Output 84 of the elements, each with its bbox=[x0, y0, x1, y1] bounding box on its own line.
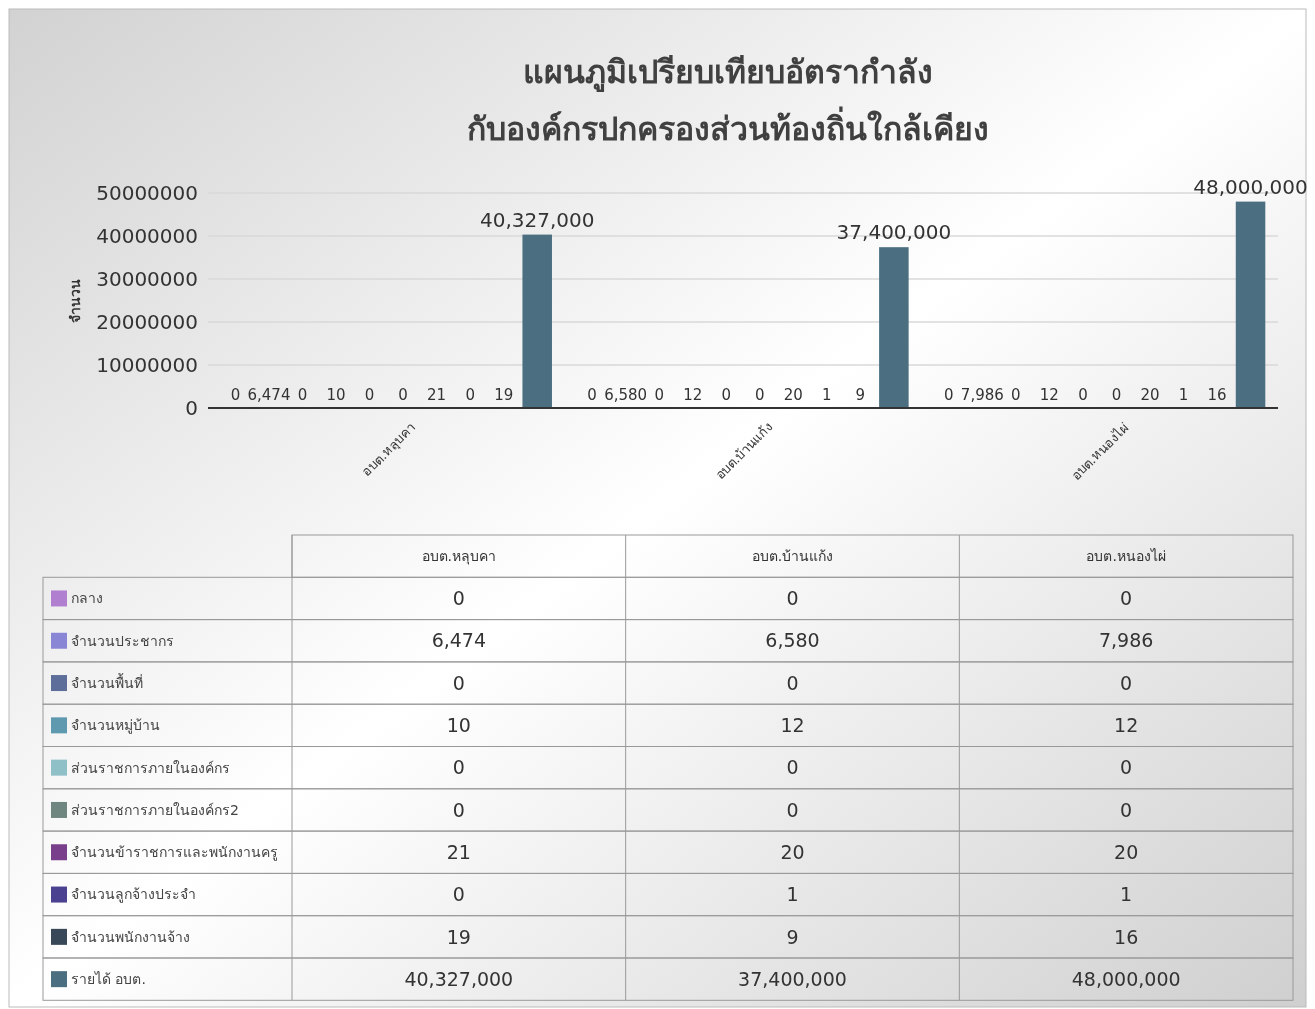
legend-label: รายได้ อบต. bbox=[71, 971, 146, 988]
text: 10 bbox=[326, 386, 346, 404]
y-axis-title: จำนวน bbox=[67, 278, 83, 323]
bar bbox=[879, 247, 909, 408]
chart-title: แผนภูมิเปรียบเทียบอัตรากำลัง กับองค์กรปกครองส่วนท้องถิ่นใกล้เคียง bbox=[467, 53, 989, 148]
text: 0 bbox=[297, 386, 308, 404]
bar bbox=[1235, 201, 1266, 408]
data-label: 0 bbox=[786, 798, 799, 821]
data-label: 20 bbox=[1114, 840, 1139, 863]
legend-label: ส่วนราชการภายในองค์กร2 bbox=[71, 801, 239, 818]
y-tick-label: 50000000 bbox=[96, 181, 198, 205]
text: 12 bbox=[1039, 386, 1059, 404]
text: 0 bbox=[398, 386, 408, 404]
text: 1 bbox=[822, 386, 832, 404]
data-label: 12 bbox=[780, 714, 805, 736]
text: 21 bbox=[427, 386, 447, 404]
data-label: 9 bbox=[786, 925, 799, 948]
data-label: 0 bbox=[1120, 671, 1133, 694]
data-label: 6,474 bbox=[431, 629, 487, 652]
text: 48,000,000 bbox=[1193, 174, 1308, 199]
data-label: 0 bbox=[786, 756, 799, 779]
data-label: 0 bbox=[1120, 798, 1133, 821]
text: 37,400,000 bbox=[836, 220, 952, 245]
text: 0 bbox=[364, 386, 375, 404]
y-tick-label: 20000000 bbox=[96, 310, 198, 334]
data-label: 12 bbox=[1114, 714, 1139, 736]
y-tick-label: 30000000 bbox=[96, 267, 198, 291]
legend-label: ส่วนราชการภายในองค์กร bbox=[71, 759, 230, 776]
y-tick-label: 40000000 bbox=[96, 224, 198, 248]
data-label: 0 bbox=[1120, 587, 1133, 610]
text: 0 bbox=[1011, 386, 1021, 404]
text: 0 bbox=[465, 386, 475, 404]
data-label: 0 bbox=[786, 587, 799, 610]
legend-label: กลาง bbox=[71, 590, 103, 607]
data-label: 10 bbox=[446, 714, 471, 736]
data-label: 1 bbox=[786, 883, 799, 906]
category-label: อบต.บ้านแก้ง bbox=[751, 548, 834, 565]
data-label: 20 bbox=[780, 840, 805, 863]
y-tick-label: 10000000 bbox=[96, 353, 198, 377]
text: 6,474 bbox=[247, 385, 291, 404]
bar bbox=[522, 234, 552, 408]
data-label: 0 bbox=[1120, 756, 1133, 779]
text: 0 bbox=[1111, 386, 1122, 404]
data-label: 0 bbox=[452, 587, 465, 610]
y-tick-label: 0 bbox=[185, 396, 198, 420]
text: 0 bbox=[721, 386, 732, 404]
legend-label: จำนวนประชากร bbox=[71, 632, 174, 649]
text: 0 bbox=[944, 386, 954, 404]
data-label: 1 bbox=[1120, 883, 1133, 906]
text: 20 bbox=[1140, 386, 1160, 404]
legend-label: จำนวนพื้นที่ bbox=[71, 672, 143, 691]
data-label: 7,986 bbox=[1098, 629, 1154, 652]
data-label: 6,580 bbox=[765, 629, 820, 652]
text: 12 bbox=[683, 386, 703, 404]
text: 19 bbox=[494, 386, 514, 404]
text: 6,580 bbox=[604, 385, 648, 404]
data-label: 0 bbox=[452, 756, 465, 779]
legend-label: จำนวนข้าราชการและพนักงานครู bbox=[71, 844, 278, 862]
data-label: 0 bbox=[786, 671, 799, 694]
text: 16 bbox=[1207, 386, 1227, 404]
text: 0 bbox=[587, 386, 597, 404]
legend-label: จำนวนหมู่บ้าน bbox=[71, 717, 160, 735]
legend-label: จำนวนพนักงานจ้าง bbox=[71, 928, 190, 945]
data-label: 0 bbox=[452, 883, 465, 906]
text: 7,986 bbox=[960, 385, 1004, 404]
data-label: 21 bbox=[446, 840, 471, 863]
category-label: อบต.หนองไผ่ bbox=[1086, 548, 1166, 565]
text: 0 bbox=[1078, 386, 1088, 404]
text: 0 bbox=[654, 386, 664, 404]
text: 1 bbox=[1178, 386, 1189, 404]
text: 20 bbox=[783, 386, 803, 404]
text: 0 bbox=[230, 386, 241, 404]
text: 0 bbox=[754, 386, 765, 404]
text: 9 bbox=[855, 386, 866, 404]
data-label: 37,400,000 bbox=[738, 967, 847, 990]
data-label: 16 bbox=[1114, 925, 1139, 948]
data-label: 0 bbox=[452, 798, 465, 821]
data-label: 40,327,000 bbox=[404, 967, 514, 990]
data-label: 19 bbox=[446, 925, 471, 948]
data-label: 0 bbox=[452, 671, 465, 694]
text: 40,327,000 bbox=[479, 207, 595, 232]
data-label: 48,000,000 bbox=[1071, 967, 1181, 990]
category-label: อบต.หลุบคา bbox=[421, 548, 497, 565]
legend-label: จำนวนลูกจ้างประจำ bbox=[71, 886, 196, 904]
